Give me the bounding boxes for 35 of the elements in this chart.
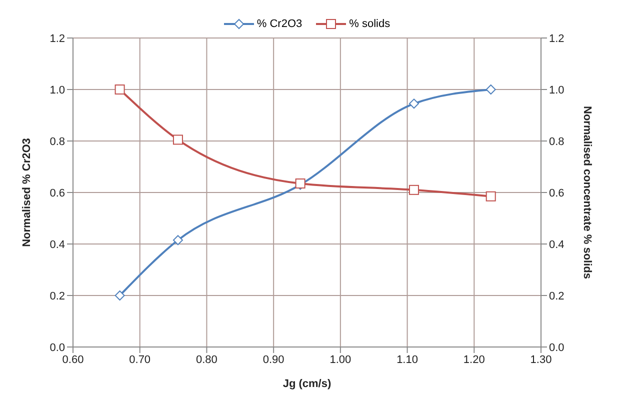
- x-tick-label: 0.60: [62, 354, 84, 366]
- point: [486, 84, 496, 94]
- point: [486, 191, 496, 202]
- x-tick-label: 0.90: [262, 354, 284, 366]
- x-tick-label: 1.30: [530, 354, 552, 366]
- y2-tick-label: 0.2: [549, 290, 564, 302]
- point: [172, 235, 183, 246]
- point: [114, 290, 125, 300]
- y2-tick-label: 1.0: [549, 84, 564, 96]
- y-tick-label: 0.6: [50, 187, 65, 200]
- y2-tick-label: 0.8: [549, 136, 564, 148]
- y2-tick-label: 1.2: [549, 32, 564, 45]
- x-axis-title: Jg (cm/s): [282, 378, 332, 390]
- y-tick-label: 1.2: [50, 32, 65, 45]
- point: [408, 98, 419, 109]
- y2-tick-label: 0.6: [549, 187, 564, 200]
- y-tick-label: 0.4: [50, 238, 65, 251]
- y-axis-title: Normalised % Cr2O3: [20, 138, 33, 247]
- legend-label: % solids: [349, 18, 390, 30]
- x-tick-label: 1.20: [463, 354, 485, 366]
- y-tick-label: 1.0: [50, 84, 65, 96]
- y2-axis-title: Normalised concentrate % solids: [581, 106, 594, 279]
- y2-tick-label: 0.4: [549, 238, 564, 251]
- point: [408, 184, 419, 195]
- x-tick-label: 1.00: [330, 354, 352, 366]
- point: [172, 134, 183, 145]
- x-tick-label: 0.80: [196, 354, 218, 366]
- point: [114, 84, 125, 94]
- x-tick-label: 1.10: [396, 354, 418, 366]
- x-tick-label: 0.70: [129, 354, 151, 366]
- legend-label: % Cr2O3: [256, 18, 302, 30]
- y-tick-label: 0.8: [50, 136, 65, 148]
- y-tick-label: 0.0: [50, 342, 65, 354]
- y-tick-label: 0.2: [50, 290, 65, 302]
- y2-tick-label: 0.0: [549, 342, 564, 354]
